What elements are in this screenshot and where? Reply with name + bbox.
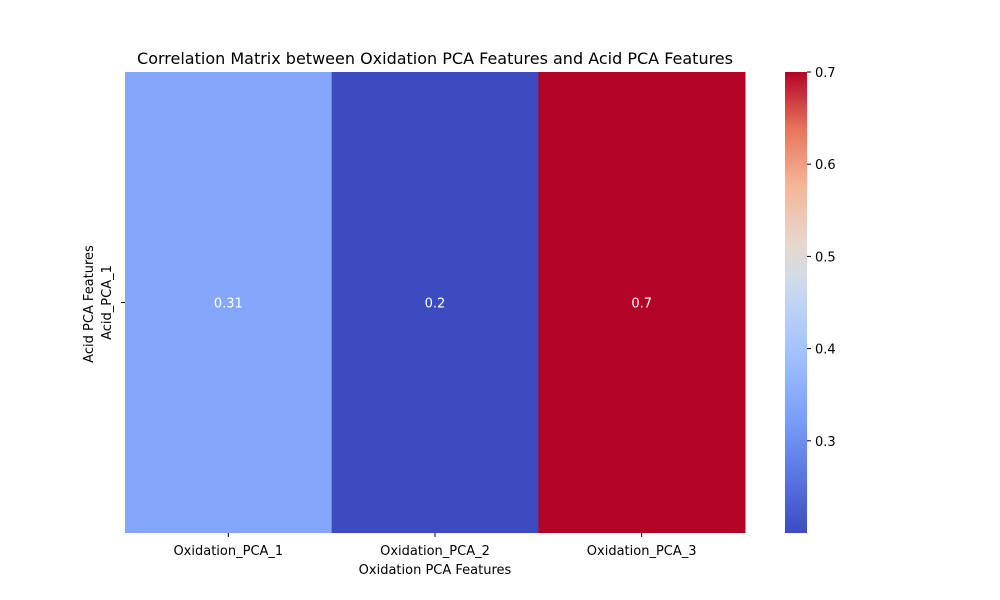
heatmap-cell <box>538 72 746 533</box>
cell-value-label: 0.31 <box>214 297 243 312</box>
cell-value-label: 0.2 <box>425 297 446 312</box>
colorbar-tick-label: 0.3 <box>815 435 836 450</box>
heatmap-cell <box>331 72 539 533</box>
colorbar-tick-label: 0.4 <box>815 343 836 358</box>
x-tick-label: Oxidation_PCA_2 <box>380 544 490 559</box>
chart-title: Correlation Matrix between Oxidation PCA… <box>137 49 733 68</box>
x-tick-label: Oxidation_PCA_1 <box>173 544 283 559</box>
heatmap-cell <box>125 72 333 533</box>
x-tick-label: Oxidation_PCA_3 <box>587 544 697 559</box>
cell-value-label: 0.7 <box>631 297 652 312</box>
colorbar-tick-label: 0.6 <box>815 158 836 173</box>
colorbar-tick-label: 0.7 <box>815 66 836 81</box>
y-axis-label: Acid PCA Features <box>82 245 97 363</box>
colorbar <box>785 72 807 533</box>
y-tick-label: Acid_PCA_1 <box>100 265 115 340</box>
colorbar-tick-label: 0.5 <box>815 250 836 265</box>
x-axis-label: Oxidation PCA Features <box>359 563 512 578</box>
